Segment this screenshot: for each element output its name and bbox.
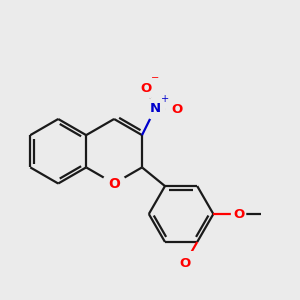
Text: N: N bbox=[150, 102, 161, 115]
Circle shape bbox=[135, 77, 156, 99]
Text: O: O bbox=[172, 103, 183, 116]
Text: O: O bbox=[108, 176, 120, 190]
Text: +: + bbox=[161, 94, 169, 104]
Text: −: − bbox=[151, 73, 159, 83]
Text: O: O bbox=[140, 82, 151, 94]
Text: O: O bbox=[179, 257, 190, 270]
Circle shape bbox=[167, 99, 188, 121]
Circle shape bbox=[144, 98, 166, 119]
Circle shape bbox=[103, 172, 125, 195]
Text: methyl: methyl bbox=[262, 206, 297, 216]
Circle shape bbox=[232, 207, 246, 221]
Text: O: O bbox=[233, 208, 244, 220]
Circle shape bbox=[178, 257, 192, 271]
